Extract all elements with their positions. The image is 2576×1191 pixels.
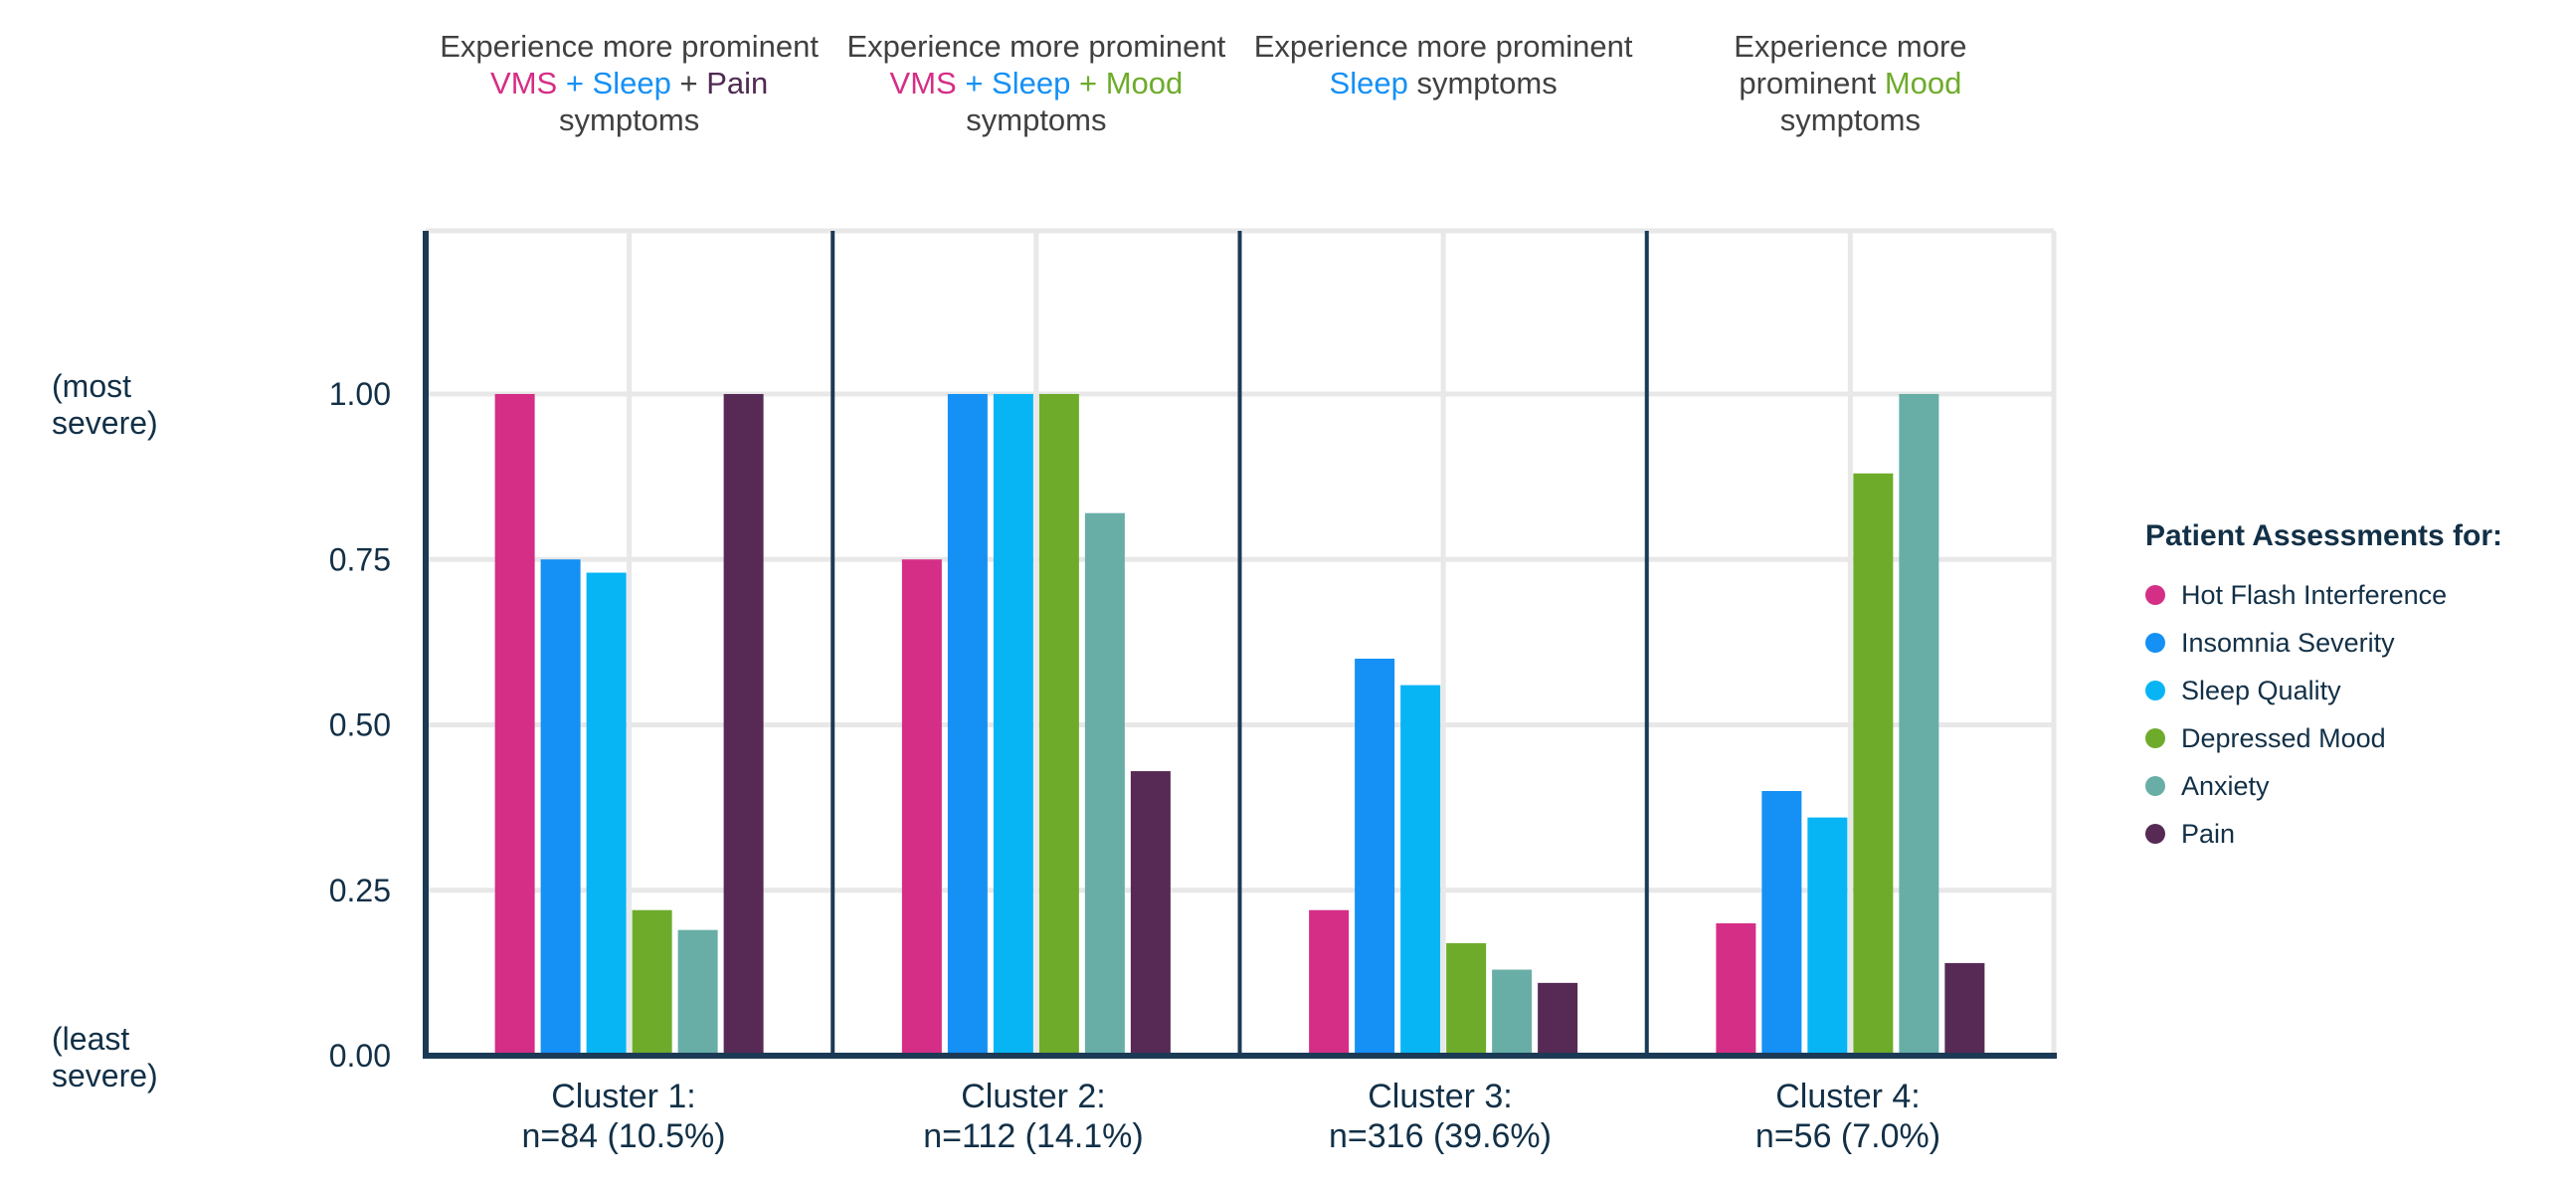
header-text-segment: symptoms (966, 102, 1107, 137)
legend-swatch (2145, 585, 2165, 605)
legend-item: Sleep Quality (2145, 667, 2502, 714)
bar (494, 394, 535, 1056)
header-text-segment: + (1070, 66, 1106, 100)
y-tick-label: 1.00 (329, 376, 391, 412)
bar (1492, 969, 1533, 1056)
header-text-segment: symptoms (559, 102, 700, 137)
bar (1807, 817, 1848, 1056)
cluster-label-title: Cluster 2: (961, 1078, 1106, 1115)
header-text-segment: VMS (490, 66, 558, 100)
legend-label: Pain (2181, 818, 2236, 849)
bar (1084, 512, 1125, 1056)
legend-label: Hot Flash Interference (2181, 579, 2448, 610)
bar (632, 909, 672, 1056)
y-tick-label: 0.00 (329, 1038, 391, 1074)
cluster-header-4: Experience more prominent Mood symptoms (1641, 28, 2059, 138)
y-tick-label: 0.25 (329, 873, 391, 908)
legend-swatch (2145, 728, 2165, 748)
header-text-segment: Experience more prominent (1253, 29, 1633, 64)
header-text-segment: + (557, 66, 593, 100)
legend-label: Depressed Mood (2181, 722, 2386, 753)
bar (1761, 791, 1802, 1056)
header-text-segment: Mood (1105, 66, 1184, 100)
legend-item: Depressed Mood (2145, 714, 2502, 762)
header-text-segment: Mood (1884, 66, 1962, 100)
header-text-segment: Experience more prominent (440, 29, 820, 64)
y-tick-label: 0.50 (329, 707, 391, 743)
y-tick-label: 0.75 (329, 541, 391, 577)
bar (1538, 982, 1578, 1056)
cluster-label-4: Cluster 4: n=56 (7.0%) (1649, 1077, 2047, 1156)
header-text-segment: + (670, 66, 707, 100)
header-text-segment: Experience more prominent (846, 29, 1226, 64)
legend-label: Anxiety (2181, 770, 2270, 801)
y-axis-bottom-label: (least severe) (52, 1021, 158, 1093)
legend-swatch (2145, 824, 2165, 844)
bar (677, 929, 718, 1056)
bar (1899, 394, 1939, 1056)
bar (901, 559, 942, 1056)
cluster-label-count: n=112 (14.1%) (923, 1117, 1144, 1155)
bar (586, 572, 627, 1056)
cluster-header-3: Experience more prominent Sleep symptoms (1234, 28, 1652, 101)
legend-label: Insomnia Severity (2181, 627, 2395, 658)
legend-swatch (2145, 776, 2165, 796)
legend-item: Hot Flash Interference (2145, 571, 2502, 619)
legend-item: Pain (2145, 810, 2502, 858)
cluster-label-count: n=84 (10.5%) (521, 1117, 726, 1155)
bar (993, 394, 1033, 1056)
header-text-segment: Sleep (592, 66, 671, 100)
legend: Patient Assessments for: Hot Flash Inter… (2145, 519, 2502, 858)
header-text-segment: symptoms (1779, 102, 1921, 137)
cluster-label-count: n=316 (39.6%) (1329, 1117, 1552, 1155)
header-text-segment: Sleep (1329, 66, 1408, 100)
bar (540, 559, 581, 1056)
header-text-segment: prominent (1739, 66, 1885, 100)
bar (1446, 942, 1487, 1056)
bar (1716, 923, 1756, 1056)
bar (1853, 473, 1894, 1056)
header-text-segment: + (956, 66, 993, 100)
cluster-label-title: Cluster 4: (1775, 1078, 1921, 1115)
cluster-label-3: Cluster 3: n=316 (39.6%) (1241, 1077, 1639, 1156)
bar (1130, 771, 1171, 1056)
bar (723, 394, 764, 1056)
legend-swatch (2145, 633, 2165, 653)
cluster-header-2: Experience more prominent VMS + Sleep + M… (828, 28, 1245, 138)
cluster-header-1: Experience more prominent VMS + Sleep + P… (421, 28, 838, 138)
header-text-segment: Experience more (1734, 29, 1967, 64)
header-text-segment: symptoms (1407, 66, 1558, 100)
bar (947, 394, 988, 1056)
header-text-segment: VMS (889, 66, 957, 100)
header-text-segment: Pain (706, 66, 769, 100)
bar (1309, 909, 1350, 1056)
bar (1355, 659, 1395, 1056)
cluster-label-title: Cluster 1: (551, 1078, 696, 1115)
legend-title: Patient Assessments for: (2145, 519, 2503, 552)
bar (1944, 962, 1985, 1056)
cluster-label-1: Cluster 1: n=84 (10.5%) (425, 1077, 823, 1156)
legend-label: Sleep Quality (2181, 675, 2341, 705)
cluster-label-2: Cluster 2: n=112 (14.1%) (834, 1077, 1232, 1156)
bar (1038, 394, 1079, 1056)
legend-item: Anxiety (2145, 762, 2502, 810)
y-axis-top-label: (most severe) (52, 368, 158, 441)
cluster-label-count: n=56 (7.0%) (1754, 1117, 1941, 1155)
legend-swatch (2145, 681, 2165, 700)
legend-item: Insomnia Severity (2145, 619, 2502, 667)
bar (1400, 685, 1441, 1056)
cluster-label-title: Cluster 3: (1368, 1078, 1513, 1115)
header-text-segment: Sleep (992, 66, 1071, 100)
